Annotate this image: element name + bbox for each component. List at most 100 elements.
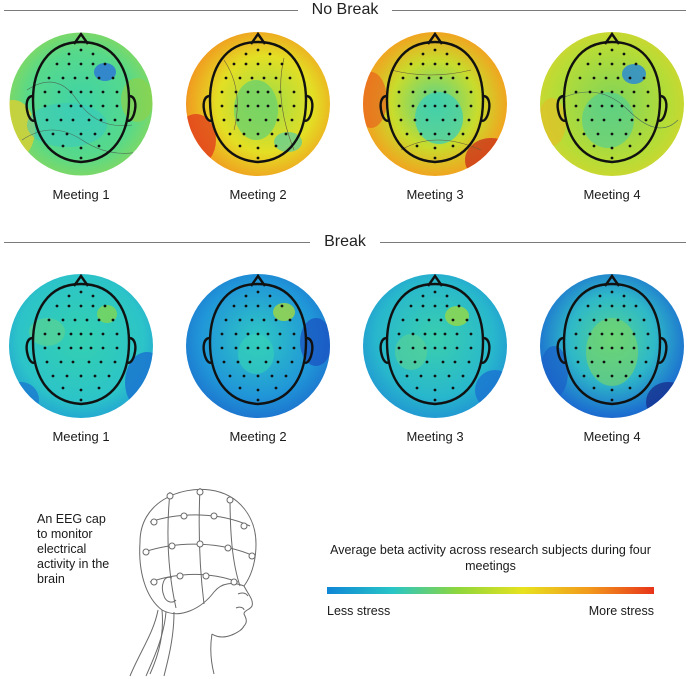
- electrode-dot: [413, 118, 417, 122]
- meeting-label: Meeting 4: [583, 429, 641, 444]
- electrode-dot: [642, 318, 646, 322]
- electrode-dot: [244, 294, 248, 298]
- electrode-dot: [270, 132, 274, 136]
- topomap-no-break-meeting-3: Meeting 3: [360, 30, 510, 202]
- electrode-dot: [268, 294, 272, 298]
- electrode-dot: [278, 104, 282, 108]
- electrode-dot: [646, 90, 650, 94]
- electrode-dot: [238, 144, 242, 148]
- electrode-dot: [284, 374, 288, 378]
- section-title-text: No Break: [311, 1, 379, 18]
- topomap-break-meeting-4: Meeting 4: [537, 272, 687, 444]
- electrode-dot: [232, 304, 236, 308]
- electrode-dot: [224, 318, 228, 322]
- electrode-dot: [582, 132, 586, 136]
- electrode-dot: [91, 304, 95, 308]
- electrode-dot: [97, 386, 101, 390]
- eeg-topomap: [540, 273, 684, 418]
- electrode-dot: [600, 332, 604, 336]
- electrode-dot: [234, 346, 238, 350]
- electrode-dot: [234, 104, 238, 108]
- electrode-dot: [588, 104, 592, 108]
- electrode-dot: [620, 104, 624, 108]
- electrode-dot: [574, 104, 578, 108]
- electrode-dot: [616, 76, 620, 80]
- section-title-text: Break: [324, 233, 366, 250]
- electrode-dot: [256, 374, 260, 378]
- electrode-dot: [93, 132, 97, 136]
- electrode-dot: [266, 104, 270, 108]
- electrode-dot: [47, 318, 51, 322]
- electrode-dot: [91, 62, 95, 66]
- electrode-dot: [234, 332, 238, 336]
- electrode-dots: [220, 48, 296, 160]
- electrode-dot: [588, 332, 592, 336]
- electrode-dot: [630, 360, 634, 364]
- electrode-dot: [610, 48, 614, 52]
- electrode-dot: [43, 104, 47, 108]
- electrode-dot: [57, 332, 61, 336]
- electrode-dot: [602, 118, 606, 122]
- electrode-dot: [65, 132, 69, 136]
- electrode-dot: [411, 90, 415, 94]
- eeg-topomap: [8, 31, 154, 177]
- electrode-dot: [628, 144, 632, 148]
- electrode-dot: [57, 346, 61, 350]
- electrode-dot: [256, 304, 260, 308]
- electrode-dot: [578, 76, 582, 80]
- electrode-dot: [455, 346, 459, 350]
- electrode-dot: [457, 62, 461, 66]
- electrode-dot: [467, 360, 471, 364]
- electrode-dot: [596, 132, 600, 136]
- electrode-dot: [246, 90, 250, 94]
- electrode-dot: [280, 304, 284, 308]
- electrode-dot: [264, 118, 268, 122]
- eeg-cap-illustration: [129, 487, 257, 677]
- electrode-dot: [250, 318, 254, 322]
- electrode-dot: [61, 144, 65, 148]
- electrode-dot: [246, 332, 250, 336]
- electrode-dot: [274, 318, 278, 322]
- electrode-dot: [89, 90, 93, 94]
- electrode-dot: [61, 76, 65, 80]
- electrode-dot: [256, 132, 260, 136]
- electrode-dot: [415, 318, 419, 322]
- electrode-dot: [85, 318, 89, 322]
- electrode-dot: [111, 318, 115, 322]
- electrode-dot: [630, 118, 634, 122]
- electrode-dot: [401, 318, 405, 322]
- meeting-label: Meeting 1: [52, 187, 110, 202]
- electrode-dot: [598, 62, 602, 66]
- electrode-dot: [411, 104, 415, 108]
- electrode-dot: [419, 374, 423, 378]
- electrode-dot: [79, 62, 83, 66]
- electrode-dot: [453, 118, 457, 122]
- electrode-dot: [244, 304, 248, 308]
- topomap-no-break-meeting-2: Meeting 2: [183, 30, 333, 202]
- section-title-break: Break: [0, 232, 690, 252]
- electrode-dot: [433, 132, 437, 136]
- electrode-dot: [610, 132, 614, 136]
- electrode-dot: [632, 104, 636, 108]
- meeting-label: Meeting 3: [406, 429, 464, 444]
- electrode-dot: [646, 346, 650, 350]
- electrode-dot: [71, 118, 75, 122]
- electrode-dot: [632, 332, 636, 336]
- electrode-dot: [409, 304, 413, 308]
- electrode-dot: [266, 90, 270, 94]
- electrode-dot: [73, 76, 77, 80]
- electrode-dot: [610, 62, 614, 66]
- electrode-dot: [433, 388, 437, 392]
- electrode-dot: [628, 318, 632, 322]
- electrode-dot: [632, 90, 636, 94]
- electrode-dot: [433, 304, 437, 308]
- electrode-dot: [620, 332, 624, 336]
- meeting-label: Meeting 1: [52, 429, 110, 444]
- electrode-dot: [443, 346, 447, 350]
- electrode-dot: [411, 346, 415, 350]
- electrode-dot: [59, 360, 63, 364]
- electrode-dot: [433, 156, 437, 160]
- electrode-dot: [397, 104, 401, 108]
- electrode-dot: [256, 290, 260, 294]
- electrode-dot: [423, 104, 427, 108]
